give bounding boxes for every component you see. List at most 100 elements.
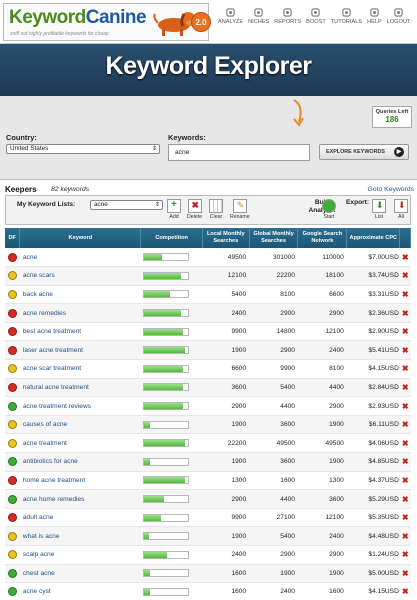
keyword-cell[interactable]: home acne treatment [19, 471, 141, 491]
table-row[interactable]: scalp acne 2400 2900 2900 $1.24USD ✖ [5, 545, 411, 565]
keyword-cell[interactable]: what is acne [19, 526, 141, 546]
keyword-cell[interactable]: acne scars [19, 266, 141, 286]
table-row[interactable]: acne 49500 301000 110000 $7.00USD ✖ [5, 248, 411, 268]
table-row[interactable]: chest acne 1600 1900 1900 $5.00USD ✖ [5, 564, 411, 584]
df-cell [5, 359, 20, 379]
df-cell [5, 266, 20, 286]
delete-row-icon[interactable]: ✖ [399, 452, 411, 472]
add-list-button[interactable]: + Add [167, 199, 181, 220]
nav-boost[interactable]: BOOST [306, 8, 326, 25]
export-list-button[interactable]: ⬇ List [372, 199, 386, 220]
table-row[interactable]: acne remedies 2400 2900 2900 $2.36USD ✖ [5, 303, 411, 323]
keyword-cell[interactable]: adult acne [19, 508, 141, 528]
table-row[interactable]: acne treatment 22200 49500 49500 $4.06USD ✖ [5, 433, 411, 454]
delete-row-icon[interactable]: ✖ [399, 266, 411, 286]
delete-row-icon[interactable]: ✖ [399, 359, 411, 379]
delete-row-icon[interactable]: ✖ [399, 340, 411, 361]
table-row[interactable]: back acne 5400 8100 6600 $3.31USD ✖ [5, 285, 411, 305]
keyword-cell[interactable]: acne scar treatment [19, 359, 141, 379]
table-row[interactable]: causes of acne 1900 3600 1900 $6.11USD ✖ [5, 415, 411, 435]
competition-cell [140, 433, 203, 454]
column-header-search-network[interactable]: Google Search Network [297, 228, 348, 248]
global-searches-cell: 4400 [249, 396, 298, 416]
local-searches-cell: 9900 [202, 322, 250, 342]
bulk-start-button[interactable]: Start [322, 199, 336, 220]
keyword-cell[interactable]: laser acne treatment [19, 340, 141, 361]
keyword-cell[interactable]: antibiotics for acne [19, 452, 141, 472]
nav-help[interactable]: HELP [367, 8, 382, 25]
analyze-icon [226, 8, 235, 17]
table-row[interactable]: best acne treatment 9900 14800 12100 $2.90US… [5, 322, 411, 342]
table-row[interactable]: acne scars 12100 22200 18100 $3.74USD ✖ [5, 266, 411, 286]
table-row[interactable]: what is acne 1900 5400 2400 $4.48USD ✖ [5, 526, 411, 546]
keyword-cell[interactable]: chest acne [19, 564, 141, 584]
delete-row-icon[interactable]: ✖ [399, 285, 411, 305]
delete-list-button[interactable]: ✖ Delete [187, 199, 202, 220]
keyword-cell[interactable]: acne cyst [19, 582, 141, 600]
column-header-keyword[interactable]: Keyword [19, 228, 142, 248]
table-row[interactable]: acne cyst 1600 2400 1600 $4.15USD ✖ [5, 582, 411, 600]
delete-row-icon[interactable]: ✖ [399, 248, 411, 268]
table-row[interactable]: acne scar treatment 6600 9900 8100 $4.15USD ✖ [5, 359, 411, 379]
keyword-cell[interactable]: acne home remedies [19, 489, 141, 509]
column-header-df[interactable]: DF [5, 228, 21, 248]
nav-niches[interactable]: NICHES [248, 8, 269, 25]
table-row[interactable]: acne home remedies 2900 4400 3600 $5.29USD ✖ [5, 489, 411, 509]
column-header-cpc[interactable]: Approximate CPC [346, 228, 401, 248]
keyword-cell[interactable]: best acne treatment [19, 322, 141, 342]
column-header-local-monthly[interactable]: Local Monthly Searches [202, 228, 250, 248]
delete-row-icon[interactable]: ✖ [399, 564, 411, 584]
delete-row-icon[interactable]: ✖ [399, 378, 411, 398]
global-searches-cell: 49500 [249, 433, 298, 454]
goto-keywords-link[interactable]: Goto Keywords [367, 186, 414, 193]
keyword-list-select[interactable]: acne ⇕ [90, 200, 163, 210]
keyword-cell[interactable]: natural acne treatment [19, 378, 141, 398]
nav-tutorials[interactable]: TUTORIALS [331, 8, 362, 25]
nav-logout[interactable]: LOGOUT [387, 8, 410, 25]
cpc-cell: $7.00USD [346, 248, 400, 268]
delete-row-icon[interactable]: ✖ [399, 545, 411, 565]
logo[interactable]: KeywordCanine sniff out highly profitabl… [3, 3, 211, 41]
keyword-cell[interactable]: acne [19, 248, 141, 268]
delete-row-icon[interactable]: ✖ [399, 526, 411, 546]
global-searches-cell: 9900 [249, 359, 298, 379]
cpc-cell: $4.37USD [346, 471, 400, 491]
column-header-global-monthly[interactable]: Global Monthly Searches [249, 228, 299, 248]
keyword-cell[interactable]: acne treatment [19, 433, 141, 454]
rename-list-button[interactable]: ✎ Rename [230, 199, 250, 220]
column-header-competition[interactable]: Competition [140, 228, 203, 248]
table-row[interactable]: natural acne treatment 3600 5400 4400 $2.84U… [5, 378, 411, 398]
search-network-cell: 49500 [297, 433, 347, 454]
delete-row-icon[interactable]: ✖ [399, 303, 411, 323]
local-searches-cell: 1300 [202, 471, 250, 491]
keyword-cell[interactable]: acne remedies [19, 303, 141, 323]
table-row[interactable]: acne treatment reviews 2900 4400 2900 $2.93U… [5, 396, 411, 416]
table-row[interactable]: laser acne treatment 1900 2900 2400 $5.41USD… [5, 340, 411, 361]
delete-row-icon[interactable]: ✖ [399, 471, 411, 491]
keyword-cell[interactable]: causes of acne [19, 415, 141, 435]
df-cell [5, 340, 20, 361]
keyword-cell[interactable]: scalp acne [19, 545, 141, 565]
clear-list-button[interactable]: Clear [209, 199, 223, 220]
keyword-cell[interactable]: acne treatment reviews [19, 396, 141, 416]
nav-reports[interactable]: REPORTS [274, 8, 301, 25]
nav-analyze[interactable]: ANALYZE [218, 8, 243, 25]
global-searches-cell: 1900 [249, 564, 298, 584]
global-searches-cell: 3600 [249, 415, 298, 435]
delete-row-icon[interactable]: ✖ [399, 322, 411, 342]
delete-row-icon[interactable]: ✖ [399, 415, 411, 435]
delete-row-icon[interactable]: ✖ [399, 396, 411, 416]
explore-keywords-button[interactable]: EXPLORE KEYWORDS ▶ [319, 144, 409, 160]
keywords-input[interactable]: acne [168, 144, 310, 161]
delete-row-icon[interactable]: ✖ [399, 489, 411, 509]
delete-row-icon[interactable]: ✖ [399, 508, 411, 528]
delete-row-icon[interactable]: ✖ [399, 582, 411, 600]
table-row[interactable]: home acne treatment 1300 1600 1300 $4.37USD ✖ [5, 471, 411, 491]
country-select[interactable]: United States ⇕ [6, 144, 160, 154]
export-all-button[interactable]: ⬇ All [394, 199, 408, 220]
keyword-cell[interactable]: back acne [19, 285, 141, 305]
delete-row-icon[interactable]: ✖ [399, 433, 411, 454]
table-row[interactable]: antibiotics for acne 1900 3600 1900 $4.85USD… [5, 452, 411, 472]
table-row[interactable]: adult acne 9900 27100 12100 $5.35USD ✖ [5, 508, 411, 528]
table-header-row: DF Keyword Competition Local Monthly Sea… [5, 228, 411, 248]
